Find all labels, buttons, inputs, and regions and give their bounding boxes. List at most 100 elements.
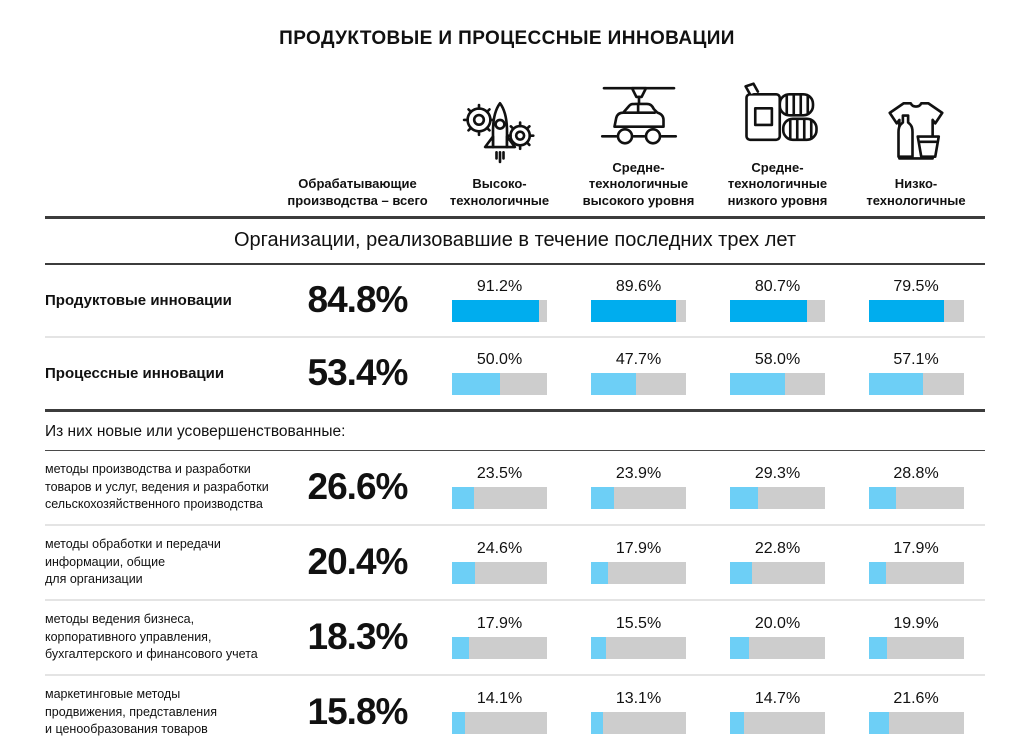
bar-cell: 13.1% [569,690,708,735]
bar-track [591,300,686,323]
total-cell: 20.4% [285,541,430,583]
bar-value-label: 24.6% [476,540,523,558]
fuel-can-tires-icon [736,78,820,156]
bar-cell: 24.6% [430,540,569,585]
bar-value-label: 91.2% [476,278,523,296]
bar-track [730,562,825,585]
bar-fill [452,487,475,510]
bar-value-label: 28.8% [893,465,939,483]
total-value: 18.3% [307,616,409,658]
page-title: ПРОДУКТОВЫЕ И ПРОЦЕССНЫЕ ИННОВАЦИИ [279,28,735,49]
bar-track [868,373,964,396]
bar-value-label: 79.5% [893,278,939,296]
row-product-innovations: Продуктовые инновации 84.8% 91.2% 89.6% … [45,265,985,338]
bar-value-label: 47.7% [615,351,662,369]
bar-track [730,637,825,660]
bar-fill [868,373,923,396]
bar-cell: 57.1% [847,351,985,396]
column-header-total: Обрабатывающие производства – всего [285,176,430,209]
bar-track [868,300,964,323]
column-header-medium-low: Средне- технологичные низкого уровня [708,78,847,209]
bar-track [730,712,825,735]
bar-fill [591,712,604,735]
row-process-innovations: Процессные инновации 53.4% 50.0% 47.7% 5… [45,338,985,412]
bar-track [452,637,547,660]
bar-value-label: 15.5% [615,615,662,633]
bar-cell: 17.9% [430,615,569,660]
bar-cell: 14.1% [430,690,569,735]
bar-fill [730,487,758,510]
bar-value-label: 89.6% [615,278,662,296]
bar-cell: 20.0% [708,615,847,660]
bar-fill [452,637,469,660]
bar-fill [868,300,945,323]
bar-track [868,637,964,660]
bar-track [591,712,686,735]
bar-track [452,712,547,735]
section-header: Организации, реализовавшие в течение пос… [45,219,985,265]
bar-fill [452,300,539,323]
bar-track [452,562,547,585]
bar-track [730,300,825,323]
bar-fill [591,637,606,660]
bar-value-label: 17.9% [476,615,523,633]
bar-value-label: 20.0% [754,615,801,633]
rocket-gears-icon [458,94,542,172]
bar-track [730,373,825,396]
bar-fill [452,562,476,585]
bar-value-label: 14.7% [754,690,801,708]
bar-value-label: 13.1% [615,690,662,708]
bar-fill [452,373,500,396]
bar-cell: 89.6% [569,278,708,323]
total-cell: 53.4% [285,352,430,394]
bar-value-label: 19.9% [893,615,939,633]
bar-cell: 58.0% [708,351,847,396]
bar-value-label: 58.0% [754,351,801,369]
bar-value-label: 23.9% [615,465,662,483]
bar-cell: 28.8% [847,465,985,510]
bar-cell: 47.7% [569,351,708,396]
total-cell: 18.3% [285,616,430,658]
subsection-header: Из них новые или усовершенствованные: [45,412,985,451]
bar-cell: 50.0% [430,351,569,396]
row-business-methods: методы ведения бизнеса, корпоративного у… [45,601,985,676]
bar-track [591,373,686,396]
bar-fill [591,300,677,323]
bar-fill [452,712,466,735]
bar-fill [868,487,896,510]
row-label: методы производства и разработки товаров… [45,462,269,511]
column-header-lowtech: Низко- технологичные [847,94,985,209]
bar-value-label: 23.5% [476,465,523,483]
bar-cell: 29.3% [708,465,847,510]
bar-fill [730,373,786,396]
car-assembly-icon [597,78,681,156]
bar-cell: 91.2% [430,278,569,323]
bar-value-label: 22.8% [754,540,801,558]
total-value: 53.4% [307,352,409,394]
bar-value-label: 29.3% [754,465,801,483]
innovations-table: Обрабатывающие производства – всего [45,78,985,745]
bar-track [868,487,964,510]
tshirt-bottle-icon [874,94,958,172]
bar-cell: 17.9% [847,540,985,585]
bar-track [591,487,686,510]
total-value: 26.6% [307,466,409,508]
bar-track [452,487,547,510]
total-value: 20.4% [307,541,409,583]
total-cell: 84.8% [285,279,430,321]
bar-track [730,487,825,510]
column-header-medium-high: Средне- технологичные высокого уровня [569,78,708,209]
bar-value-label: 21.6% [893,690,939,708]
row-information-methods: методы обработки и передачи информации, … [45,526,985,601]
column-label: Средне- технологичные высокого уровня [582,160,695,208]
column-header-hightech: Высоко- технологичные [430,94,569,209]
row-marketing-methods: маркетинговые методы продвижения, предст… [45,676,985,745]
column-header-row: Обрабатывающие производства – всего [45,78,985,219]
bar-cell: 15.5% [569,615,708,660]
bar-fill [591,562,608,585]
row-label: Процессные инновации [45,364,225,382]
bar-cell: 21.6% [847,690,985,735]
row-label: методы обработки и передачи информации, … [45,537,221,586]
bar-cell: 23.9% [569,465,708,510]
